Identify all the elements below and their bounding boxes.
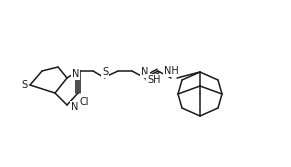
Text: Cl: Cl xyxy=(80,97,90,107)
Text: NH: NH xyxy=(164,66,178,76)
Text: N: N xyxy=(72,69,79,79)
Text: N: N xyxy=(141,67,149,77)
Text: S: S xyxy=(102,67,108,77)
Text: N: N xyxy=(71,102,78,112)
Text: SH: SH xyxy=(147,75,161,85)
Text: S: S xyxy=(21,80,27,90)
